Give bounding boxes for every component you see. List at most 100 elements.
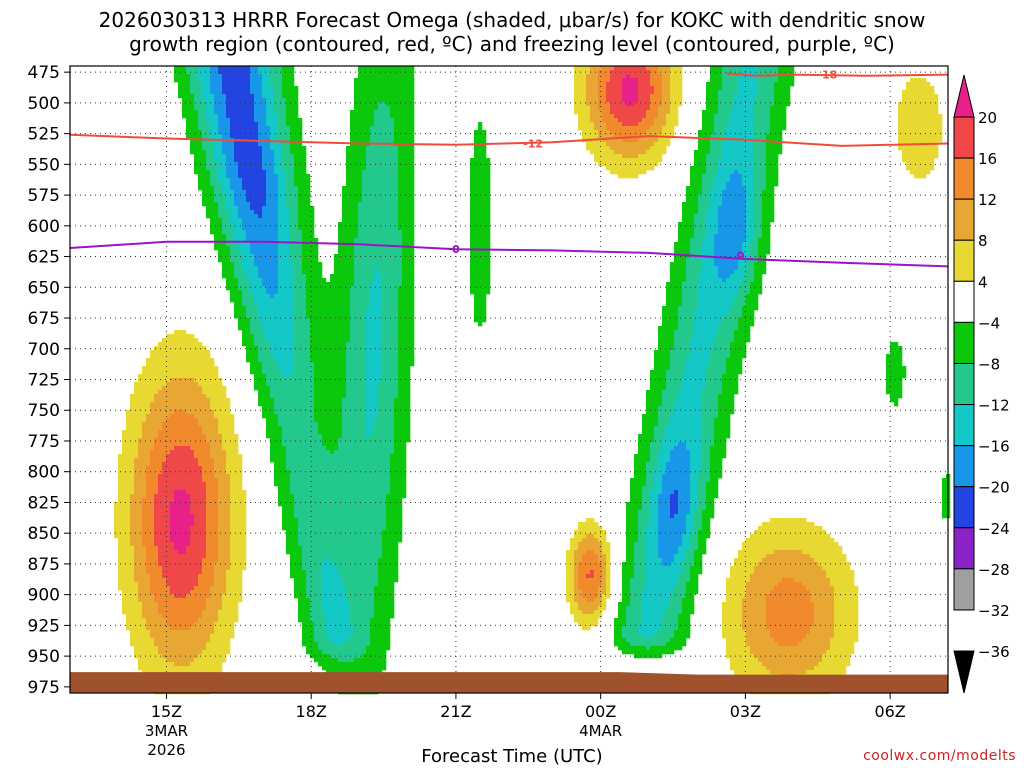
omega-cell xyxy=(754,178,759,183)
omega-cell xyxy=(694,234,699,239)
omega-cell xyxy=(934,150,939,155)
omega-cell xyxy=(330,286,335,291)
omega-cell xyxy=(238,166,243,171)
omega-cell xyxy=(246,210,251,215)
omega-cell xyxy=(406,258,411,263)
omega-cell xyxy=(714,286,719,291)
omega-cell xyxy=(246,246,251,251)
omega-cell xyxy=(314,274,319,279)
omega-cell xyxy=(790,82,795,87)
omega-cell xyxy=(706,146,711,151)
omega-cell xyxy=(786,78,791,83)
omega-cell xyxy=(354,174,359,179)
omega-cell xyxy=(926,114,931,119)
omega-cell xyxy=(350,190,355,195)
omega-cell xyxy=(398,226,403,231)
omega-cell xyxy=(594,102,599,107)
omega-cell xyxy=(214,218,219,223)
omega-cell xyxy=(606,146,611,151)
omega-cell xyxy=(714,270,719,275)
omega-cell xyxy=(226,226,231,231)
omega-cell xyxy=(750,218,755,223)
omega-cell xyxy=(370,162,375,167)
omega-cell xyxy=(646,114,651,119)
omega-cell xyxy=(770,114,775,119)
omega-cell xyxy=(710,74,715,79)
omega-cell xyxy=(594,82,599,87)
omega-cell xyxy=(478,290,483,295)
omega-cell xyxy=(238,98,243,103)
omega-cell xyxy=(342,282,347,287)
omega-cell xyxy=(698,278,703,283)
omega-cell xyxy=(766,90,771,95)
omega-cell xyxy=(350,278,355,283)
omega-cell xyxy=(758,94,763,99)
omega-cell xyxy=(930,162,935,167)
omega-cell xyxy=(398,86,403,91)
omega-cell xyxy=(662,142,667,147)
omega-cell xyxy=(278,274,283,279)
omega-cell xyxy=(694,226,699,231)
omega-cell xyxy=(610,78,615,83)
omega-cell xyxy=(662,110,667,115)
omega-cell xyxy=(738,110,743,115)
omega-cell xyxy=(622,114,627,119)
omega-cell xyxy=(202,110,207,115)
omega-cell xyxy=(302,150,307,155)
omega-cell xyxy=(666,66,671,71)
omega-cell xyxy=(230,266,235,271)
omega-cell xyxy=(746,190,751,195)
omega-cell xyxy=(914,94,919,99)
omega-cell xyxy=(398,282,403,287)
omega-cell xyxy=(270,238,275,243)
omega-cell xyxy=(594,66,599,71)
omega-cell xyxy=(378,126,383,131)
omega-cell xyxy=(626,142,631,147)
omega-cell xyxy=(690,278,695,283)
omega-cell xyxy=(706,262,711,267)
omega-cell xyxy=(390,134,395,139)
omega-cell xyxy=(274,298,279,303)
omega-cell xyxy=(358,234,363,239)
omega-cell xyxy=(410,82,415,87)
omega-cell xyxy=(762,178,767,183)
omega-cell xyxy=(246,190,251,195)
omega-cell xyxy=(482,162,487,167)
omega-cell xyxy=(774,118,779,123)
omega-cell xyxy=(214,134,219,139)
omega-cell xyxy=(386,270,391,275)
omega-cell xyxy=(290,74,295,79)
omega-cell xyxy=(774,138,779,143)
omega-cell xyxy=(730,70,735,75)
omega-cell xyxy=(366,206,371,211)
omega-cell xyxy=(734,218,739,223)
omega-cell xyxy=(274,234,279,239)
omega-cell xyxy=(234,158,239,163)
omega-cell xyxy=(778,146,783,151)
omega-cell xyxy=(222,182,227,187)
omega-cell xyxy=(190,146,195,151)
omega-cell xyxy=(266,282,271,287)
omega-cell xyxy=(746,94,751,99)
omega-cell xyxy=(226,114,231,119)
omega-cell xyxy=(358,250,363,255)
omega-cell xyxy=(710,238,715,243)
omega-cell xyxy=(674,262,679,267)
omega-cell xyxy=(266,146,271,151)
omega-cell xyxy=(922,138,927,143)
omega-cell xyxy=(238,74,243,79)
omega-cell xyxy=(246,194,251,199)
omega-cell xyxy=(290,290,295,295)
omega-cell xyxy=(470,230,475,235)
omega-cell xyxy=(610,154,615,159)
omega-cell xyxy=(906,122,911,127)
omega-cell xyxy=(678,262,683,267)
omega-cell xyxy=(474,182,479,187)
omega-cell xyxy=(718,138,723,143)
omega-cell xyxy=(242,94,247,99)
omega-cell xyxy=(934,110,939,115)
omega-cell xyxy=(310,266,315,271)
omega-cell xyxy=(746,106,751,111)
omega-cell xyxy=(374,286,379,291)
omega-cell xyxy=(482,174,487,179)
